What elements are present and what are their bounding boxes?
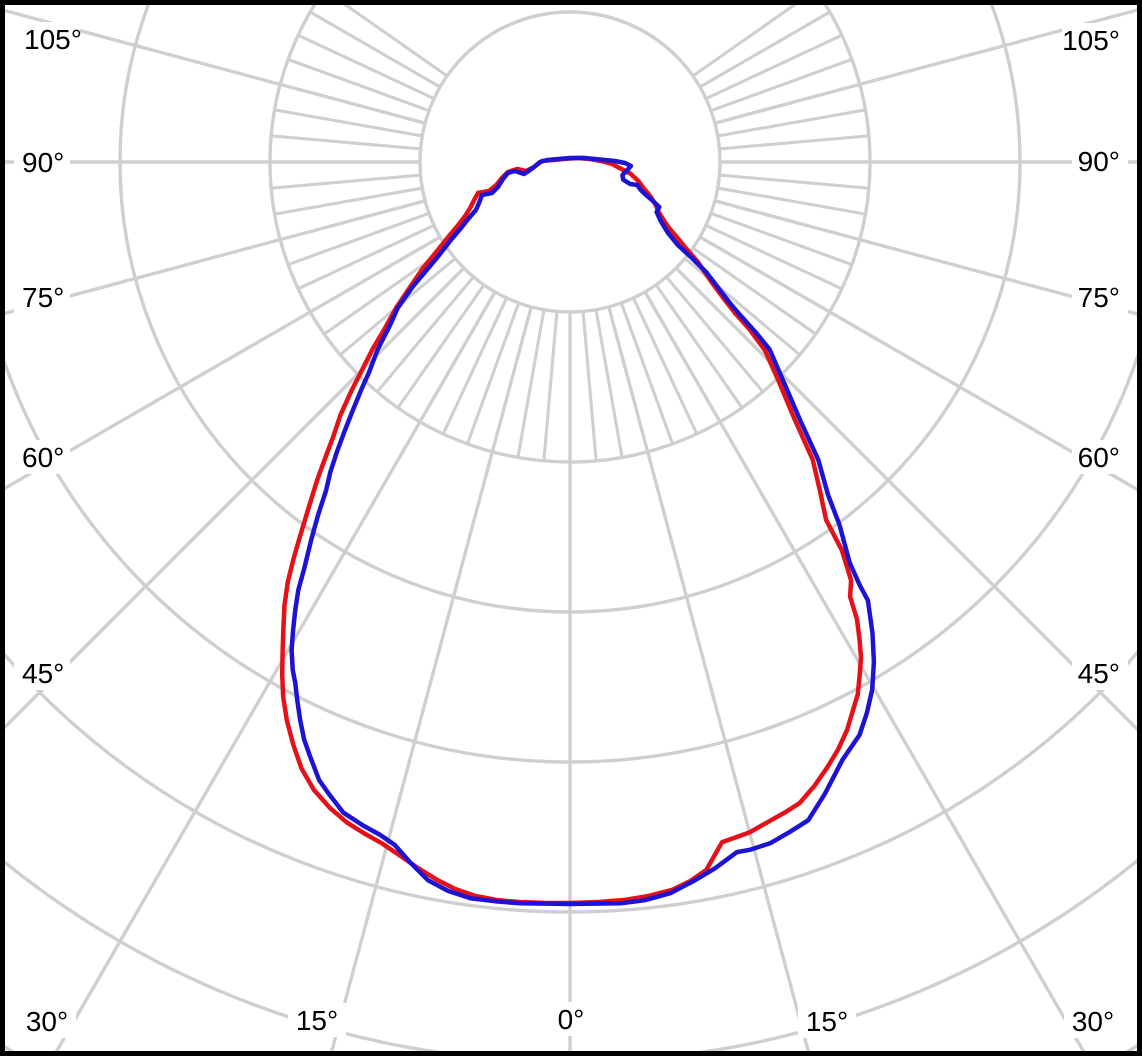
angle-label: 105° <box>24 24 82 55</box>
grid-spoke-minor <box>594 309 624 458</box>
grid-spoke-minor <box>465 302 521 445</box>
grid-spoke-major <box>330 306 533 1051</box>
grid-spoke-minor <box>516 309 546 458</box>
grid-spoke-minor <box>309 10 441 89</box>
angle-label-mask <box>1062 23 1128 57</box>
grid-spoke-minor <box>717 186 866 216</box>
grid-spoke-major <box>5 8 426 125</box>
grid-spoke-minor <box>274 186 423 216</box>
grid-spoke-minor <box>287 57 430 113</box>
grid-spoke-major <box>5 266 466 730</box>
grid-spoke-minor <box>396 283 486 409</box>
angle-label-mask <box>14 280 70 314</box>
angle-label-mask <box>1072 440 1128 474</box>
grid-spoke-minor <box>710 57 853 113</box>
grid-spoke-major <box>714 8 1137 125</box>
grid-spoke-minor <box>665 275 765 393</box>
grid-spoke-minor <box>705 223 843 291</box>
grid-spoke-minor <box>654 283 744 409</box>
angle-label-mask <box>288 1003 346 1037</box>
grid-spoke-major <box>54 291 497 1051</box>
angle-label: 75° <box>22 282 64 313</box>
angle-label: 0° <box>558 1004 585 1035</box>
grid-spoke-minor <box>691 246 817 336</box>
grid-spoke-major <box>5 199 426 316</box>
angle-label: 15° <box>806 1006 848 1037</box>
grid-spoke-minor <box>631 297 699 435</box>
grid-spoke-major <box>674 266 1137 732</box>
grid-spoke-minor <box>343 5 449 78</box>
grid-spoke-minor <box>542 311 559 461</box>
angle-label-mask <box>798 1004 856 1038</box>
angle-label-mask <box>14 440 70 474</box>
angle-label-mask <box>18 1004 76 1038</box>
angle-label: 75° <box>1078 282 1120 313</box>
angle-label: 60° <box>22 442 64 473</box>
angle-label: 15° <box>296 1005 338 1036</box>
intensity-curves <box>279 155 877 907</box>
angle-label-mask <box>1072 280 1128 314</box>
angle-label: 90° <box>1078 146 1120 177</box>
angle-label: 90° <box>22 147 64 178</box>
grid-spoke-major <box>714 199 1137 316</box>
angle-labels: 105° 90° 75° 60° 45° 105° 90° 75° 60° 45° 30° 15° 0°… <box>14 22 1128 1038</box>
angle-label-mask <box>1072 656 1128 690</box>
grid-spoke-major <box>607 306 810 1051</box>
angle-label: 30° <box>26 1006 68 1037</box>
angle-label: 105° <box>1062 25 1120 56</box>
angle-label-mask <box>542 1002 600 1036</box>
grid-spoke-minor <box>705 33 843 101</box>
grid-spoke-minor <box>271 173 421 190</box>
grid-spoke-minor <box>441 297 509 435</box>
grid-spoke-minor <box>710 211 853 267</box>
grid-spoke-major <box>699 235 1137 492</box>
grid-spoke-minor <box>297 223 435 291</box>
grid-spoke-major <box>643 291 1086 1051</box>
grid-spoke-minor <box>274 108 423 138</box>
grid-spoke-minor <box>717 108 866 138</box>
grid-spoke-minor <box>719 134 869 151</box>
angle-label-mask <box>14 22 80 56</box>
angle-label: 30° <box>1072 1006 1114 1037</box>
angle-label-mask <box>1072 144 1128 178</box>
angle-label-mask <box>1064 1004 1122 1038</box>
grid-spoke-minor <box>297 33 435 101</box>
grid-spoke-minor <box>691 5 797 78</box>
blue-curve <box>289 155 877 907</box>
grid-spoke-minor <box>699 10 831 89</box>
angle-label: 45° <box>22 658 64 689</box>
angle-label-mask <box>14 656 70 690</box>
grid-spoke-major <box>5 235 441 491</box>
grid-spoke-minor <box>581 311 598 461</box>
grid-spoke-minor <box>271 134 421 151</box>
grid-spoke-minor <box>619 302 675 445</box>
grid-spoke-minor <box>719 173 869 190</box>
grid-spoke-minor <box>375 275 475 393</box>
grid-spoke-minor <box>287 211 430 267</box>
angle-label-mask <box>14 145 70 179</box>
angle-label: 60° <box>1078 442 1120 473</box>
angle-label: 45° <box>1078 658 1120 689</box>
